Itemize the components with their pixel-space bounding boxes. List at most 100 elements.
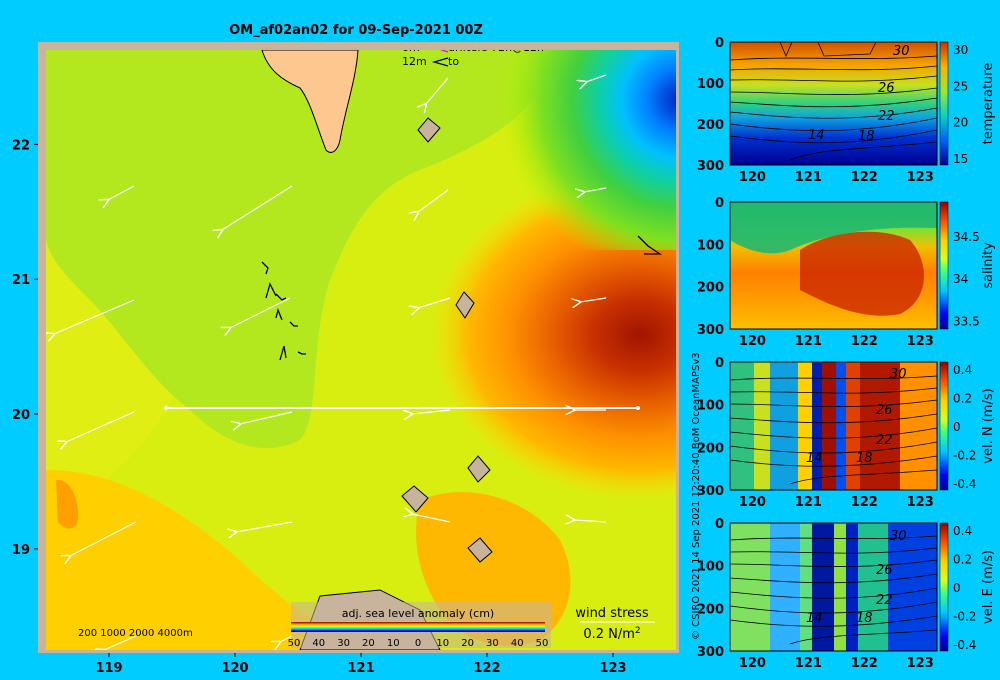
section-colorbar-tick: 0.4 xyxy=(953,524,972,538)
section-colorbar-tick: 15 xyxy=(953,152,968,166)
section-y-tick-label: 200 xyxy=(697,441,724,456)
map-x-tick-label: 123 xyxy=(599,661,626,676)
section-colorbar-tick: 0.4 xyxy=(953,363,972,377)
section-y-tick-label: 100 xyxy=(697,238,724,253)
section-contour-label: 14 xyxy=(806,451,823,466)
section-colorbar-tick: 0.2 xyxy=(953,553,972,567)
section-colorbar-tick: 34.5 xyxy=(953,230,980,244)
section-colorbar-tick: 30 xyxy=(953,43,968,57)
section-contour-label: 26 xyxy=(876,403,893,418)
sla-colorbar-tick: 50 xyxy=(288,638,301,649)
section-y-tick-label: 0 xyxy=(715,517,724,532)
sla-colorbar-tick: 10 xyxy=(436,638,449,649)
section-panel-frame xyxy=(729,41,938,166)
sla-colorbar-tick: 30 xyxy=(486,638,499,649)
section-contour-label: 30 xyxy=(890,367,907,382)
section-x-tick-label: 123 xyxy=(907,495,934,510)
temperature-contours xyxy=(729,41,938,161)
section-colorbar xyxy=(939,201,949,330)
velocity-east-panel: 120 121 122 123 0 100 200 300 0.4 0.2 0 -0.2 -0.4 vel… xyxy=(697,517,996,671)
section-contour-label: 30 xyxy=(893,44,910,59)
section-x-tick-label: 123 xyxy=(907,334,934,349)
section-ylabel: temperature xyxy=(981,63,996,145)
section-colorbar-tick: 34 xyxy=(953,272,968,286)
section-y-tick-label: 200 xyxy=(697,118,724,133)
salinity-fresh-surface xyxy=(730,202,937,254)
section-y-tick-label: 200 xyxy=(697,281,724,296)
island-south-3 xyxy=(467,537,493,563)
section-start-point xyxy=(164,406,168,410)
map-y-tick-label: 20 xyxy=(12,408,30,423)
drifter-legend: 0m drifters 72h@12h 12m to xyxy=(402,50,544,68)
map-panel: adj. sea level anomaly (cm) 50 40 30 20 10 0 1… xyxy=(12,42,679,676)
section-ylabel: vel. E (m/s) xyxy=(981,550,996,624)
velocity-north-contours xyxy=(729,375,938,485)
sla-colorbar-tick: 50 xyxy=(536,638,549,649)
section-colorbar xyxy=(939,522,949,652)
section-y-tick-label: 100 xyxy=(697,399,724,414)
section-colorbar-tick: 0 xyxy=(953,420,961,434)
luzon-land xyxy=(261,50,359,153)
section-x-tick-label: 121 xyxy=(795,495,822,510)
bathymetry-legend: 200 1000 2000 4000m xyxy=(78,628,193,639)
section-y-tick-label: 300 xyxy=(697,645,724,660)
salinity-high-core xyxy=(800,231,924,316)
section-x-tick-label: 122 xyxy=(851,334,878,349)
velocity-north-panel: 120 121 122 123 0 100 200 300 0.4 0.2 0 -0.2 -0.4 vel… xyxy=(697,356,996,510)
sla-colorbar: adj. sea level anomaly (cm) 50 40 30 20 10 0 1… xyxy=(288,602,551,649)
map-title: OM_af02an02 for 09-Sep-2021 00Z xyxy=(229,23,483,38)
island-south-2 xyxy=(401,485,429,513)
wind-legend: wind stress 0.2 N/m2 xyxy=(575,606,655,642)
section-panel-frame xyxy=(729,361,938,491)
section-panel-frame xyxy=(729,201,938,330)
section-x-tick-label: 123 xyxy=(907,170,934,185)
section-colorbar-tick: 0.2 xyxy=(953,392,972,406)
section-x-tick-label: 120 xyxy=(739,334,766,349)
map-x-tick-label: 119 xyxy=(95,661,122,676)
section-y-tick-label: 300 xyxy=(697,323,724,338)
map-axis-ticks: 119 120 121 122 123 22 21 20 19 xyxy=(12,138,627,676)
section-contour-label: 22 xyxy=(876,433,893,448)
section-contour-label: 14 xyxy=(808,128,825,143)
sla-colorbar-tick: 40 xyxy=(312,638,325,649)
section-contour-label: 26 xyxy=(876,563,893,578)
wind-legend-scale: 0.2 N/m2 xyxy=(583,626,640,642)
wind-vectors xyxy=(54,74,607,650)
wind-legend-title: wind stress xyxy=(575,606,649,621)
section-x-tick-label: 121 xyxy=(795,334,822,349)
temperature-panel: 120 121 122 123 0 100 200 300 30 25 20 15 temperatur… xyxy=(697,36,996,185)
sla-colorbar-tick: 20 xyxy=(461,638,474,649)
section-x-tick-label: 121 xyxy=(795,170,822,185)
section-colorbar xyxy=(939,41,949,166)
island-south-1 xyxy=(467,455,491,483)
section-colorbar-tick: 0 xyxy=(953,581,961,595)
section-contour-label: 18 xyxy=(858,129,875,144)
section-ylabel: vel. N (m/s) xyxy=(981,388,996,463)
sla-colorbar-title: adj. sea level anomaly (cm) xyxy=(342,607,494,620)
map-y-tick-label: 21 xyxy=(12,273,30,288)
section-y-tick-label: 100 xyxy=(697,560,724,575)
section-colorbar-tick: -0.4 xyxy=(953,477,976,491)
section-y-tick-label: 300 xyxy=(697,159,724,174)
sla-colorbar-tick: 10 xyxy=(387,638,400,649)
section-contour-label: 14 xyxy=(806,611,823,626)
sla-region-yellow-strip xyxy=(46,470,400,650)
batanes-island xyxy=(417,117,441,143)
credit-text: © CSIRO 2021 14 Sep 2021 12:20:40 BoM Oc… xyxy=(691,352,702,640)
section-panels: 120 121 122 123010020030030252015temperatur… xyxy=(697,36,996,671)
section-y-tick-label: 300 xyxy=(697,484,724,499)
section-y-tick-label: 0 xyxy=(715,196,724,211)
section-colorbar-tick: 33.5 xyxy=(953,315,980,329)
sla-region-green xyxy=(46,50,560,449)
sla-colorbar-ticks: 50 40 30 20 10 0 10 20 30 40 50 xyxy=(288,638,549,649)
salinity-panel: 120 121 122 123 0 100 200 300 34.5 34 33.5 salinity xyxy=(697,196,996,349)
map-y-tick-label: 22 xyxy=(12,138,30,153)
section-contour-label: 22 xyxy=(876,593,893,608)
map-y-tick-label: 19 xyxy=(12,543,30,558)
section-y-tick-label: 100 xyxy=(697,77,724,92)
section-panel-frame xyxy=(729,522,938,652)
section-colorbar-tick: -0.2 xyxy=(953,609,976,623)
sla-low-northeast xyxy=(480,50,676,250)
section-contour-label: 22 xyxy=(878,109,895,124)
